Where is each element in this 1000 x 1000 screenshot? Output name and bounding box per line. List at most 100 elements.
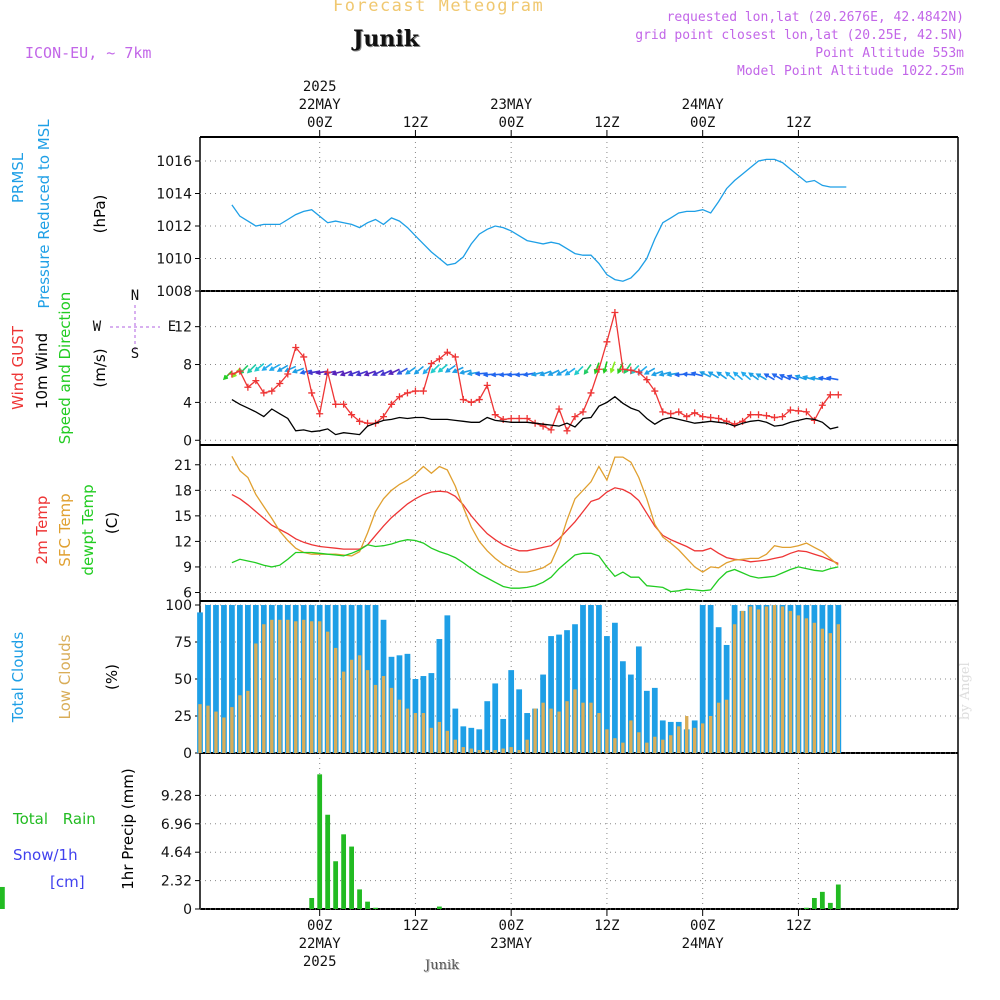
clouds-bar-low-clouds	[693, 727, 697, 753]
clouds-bar-total-clouds	[492, 683, 499, 753]
pressure-ytick-label: 1014	[156, 187, 192, 203]
temperature-series-2m-temp	[231, 487, 839, 565]
wind-arrow-shaft	[332, 370, 344, 375]
wind-arrow-head	[276, 367, 283, 372]
gust-marker	[587, 389, 595, 397]
wind-direction-arrow	[430, 363, 440, 374]
gust-marker	[770, 414, 778, 422]
clouds-bar-low-clouds	[525, 739, 529, 753]
temperature-ytick-label: 21	[174, 458, 192, 474]
wind-arrow-head	[583, 369, 589, 375]
gust-marker	[699, 413, 707, 421]
clouds-bar-low-clouds	[230, 707, 234, 753]
bottom-axis-label: 00Z	[690, 918, 715, 934]
top-axis-label: 12Z	[403, 115, 428, 131]
wind-direction-arrow	[825, 375, 839, 381]
gust-marker	[284, 370, 292, 378]
clouds-bar-total-clouds	[564, 630, 570, 753]
clouds-bar-total-clouds	[205, 605, 211, 753]
gust-marker	[523, 414, 531, 422]
clouds-bar-low-clouds	[198, 704, 202, 753]
panel-pressure	[195, 137, 959, 292]
wind-arrow-head	[522, 371, 529, 378]
wind-direction-arrow	[556, 368, 568, 376]
gust-marker	[316, 410, 324, 418]
clouds-bar-total-clouds	[548, 636, 554, 753]
wind-arrow-head	[413, 369, 420, 375]
wind-direction-arrow	[716, 371, 728, 380]
wind-arrow-head	[466, 370, 473, 377]
wind-arrow-head	[506, 372, 513, 378]
wind-arrow-head	[556, 370, 562, 376]
clouds-bar-total-clouds	[612, 622, 618, 753]
gust-marker	[802, 408, 810, 416]
gust-marker	[747, 411, 755, 419]
clouds-bar-low-clouds	[541, 702, 545, 753]
wind-arrow-head	[794, 374, 801, 380]
clouds-bar-total-clouds	[699, 605, 706, 753]
gust-marker	[348, 411, 356, 419]
wind-direction-arrow	[268, 363, 281, 371]
clouds-bar-total-clouds	[213, 605, 219, 753]
clouds-bar-low-clouds	[373, 684, 378, 753]
wind-arrow-shaft	[700, 371, 711, 378]
precip-bar-total-rain	[341, 834, 347, 909]
clouds-bar-low-clouds	[206, 705, 210, 753]
clouds-bar-low-clouds	[461, 747, 465, 753]
gust-marker	[387, 400, 395, 408]
clouds-bar-total-clouds	[588, 605, 594, 753]
temperature-ytick-label: 9	[183, 560, 192, 576]
wind-direction-arrow	[387, 368, 400, 375]
wind-arrow-shaft	[389, 368, 400, 375]
wind-direction-arrow	[699, 371, 711, 378]
wind-compass	[110, 305, 160, 350]
gust-marker	[491, 411, 499, 419]
wind-arrow-head	[547, 371, 554, 376]
location-title: Junik	[353, 26, 419, 52]
wind-arrow-shaft	[594, 362, 600, 374]
clouds-bar-total-clouds	[500, 718, 507, 753]
pressure-title-prmsl: PRMSL	[9, 152, 27, 203]
wind-direction-arrow	[291, 367, 304, 374]
clouds-bar-total-clouds	[237, 605, 243, 753]
gust-marker	[707, 414, 715, 422]
gust-marker	[459, 396, 467, 404]
precip-ytick-label: 2.32	[161, 874, 192, 890]
clouds-bar-low-clouds	[429, 727, 434, 753]
wind-arrow-shaft	[795, 375, 807, 381]
wind-arrow-head	[593, 368, 599, 375]
clouds-bar-low-clouds	[254, 643, 258, 753]
wind-direction-arrow	[786, 374, 799, 381]
wind-arrow-head	[716, 371, 722, 377]
wind-direction-arrow	[437, 363, 448, 373]
pressure-series-prmsl	[231, 158, 847, 282]
wind-arrow-shaft	[652, 370, 664, 376]
bottom-axis-label: 12Z	[594, 918, 619, 934]
wind-arrow-head	[268, 366, 275, 371]
clouds-bar-total-clouds	[556, 634, 562, 753]
pressure-ytick-label: 1016	[156, 154, 192, 170]
clouds-bar-low-clouds	[700, 723, 705, 753]
wind-arrow-head	[380, 371, 386, 376]
wind-direction-arrow	[778, 373, 791, 381]
wind-direction-arrow	[609, 361, 616, 374]
clouds-bar-low-clouds	[294, 621, 298, 753]
wind-arrow-head	[763, 373, 769, 379]
clouds-bar-total-clouds	[596, 605, 602, 753]
clouds-bar-low-clouds	[613, 738, 617, 753]
clouds-bar-low-clouds	[421, 713, 426, 753]
gust-marker	[236, 367, 244, 375]
temperature-ytick-label: 6	[183, 585, 192, 601]
wind-arrow-shaft	[623, 363, 632, 374]
clouds-ytick-label: 50	[174, 672, 192, 688]
wind-arrow-head	[451, 368, 458, 374]
wind-arrow-head	[339, 371, 346, 377]
wind-arrow-head	[490, 372, 497, 378]
clouds-ytick-label: 0	[183, 746, 192, 762]
gust-marker	[643, 376, 651, 384]
clouds-bar-low-clouds	[812, 622, 817, 753]
clouds-bar-low-clouds	[453, 739, 458, 753]
wind-direction-arrow	[261, 362, 273, 371]
snow-title: Snow/1h	[13, 846, 78, 864]
clouds-bar-total-clouds	[229, 605, 235, 753]
